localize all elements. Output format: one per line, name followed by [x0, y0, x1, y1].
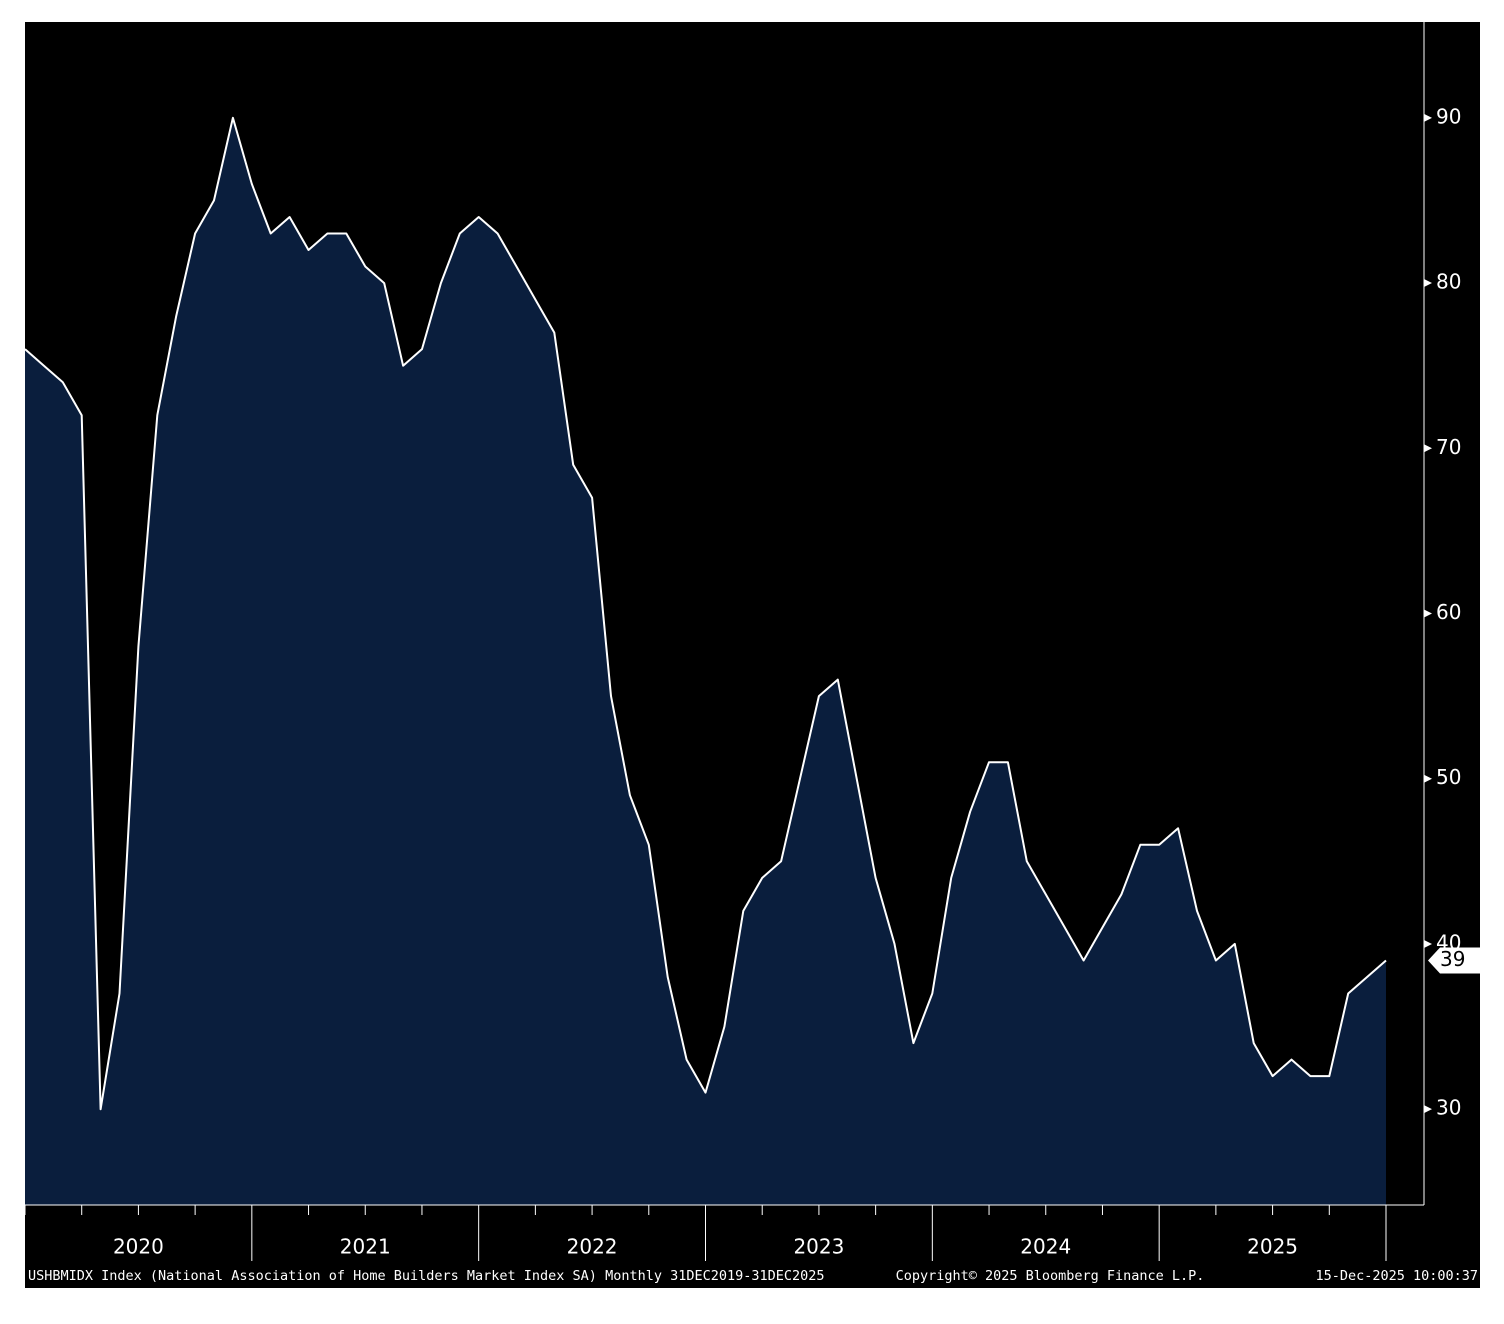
x-tick-label: 2025 [1247, 1235, 1298, 1259]
line [24, 116, 1387, 1111]
x-tick-label: 2024 [1020, 1235, 1071, 1259]
x-tick-label: 2021 [340, 1235, 391, 1259]
timestamp: 15-Dec-2025 10:00:37 [1315, 1268, 1478, 1284]
y-tick [1424, 444, 1432, 453]
y-tick [1424, 1105, 1432, 1114]
y-tick [1424, 939, 1432, 948]
y-tick [1424, 774, 1432, 783]
y-tick-label: 50 [1436, 765, 1461, 789]
x-tick-label: 2022 [567, 1235, 618, 1259]
footnote: USHBMIDX Index (National Association of … [28, 1268, 825, 1284]
copyright: Copyright© 2025 Bloomberg Finance L.P. [896, 1268, 1205, 1284]
area-fill [25, 117, 1386, 1205]
y-tick [1424, 609, 1432, 618]
last-value-tag [1428, 947, 1480, 974]
y-tick-label: 70 [1436, 435, 1461, 459]
y-tick [1424, 279, 1432, 288]
last-value-label: 39 [1440, 947, 1465, 971]
x-tick-label: 2023 [793, 1235, 844, 1259]
y-tick-label: 60 [1436, 600, 1461, 624]
y-tick-label: 90 [1436, 104, 1461, 128]
y-tick-label: 80 [1436, 270, 1461, 294]
x-tick-label: 2020 [113, 1235, 164, 1259]
y-tick [1424, 113, 1432, 122]
y-tick-label: 30 [1436, 1096, 1461, 1120]
